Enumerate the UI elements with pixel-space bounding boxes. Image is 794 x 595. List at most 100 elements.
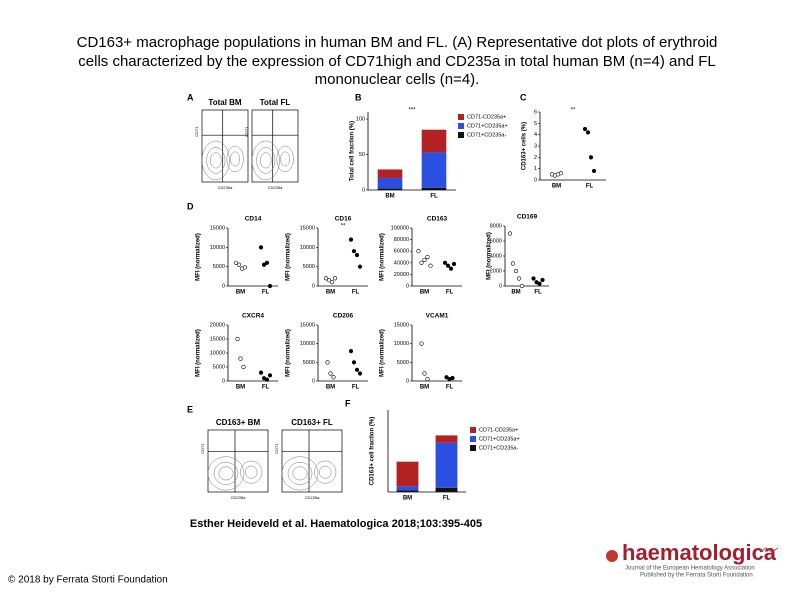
y-axis-label: MFI (normalized) xyxy=(196,329,202,377)
y-tick-label: 10000 xyxy=(210,245,225,251)
y-tick-label: 15000 xyxy=(300,322,315,328)
bar-segment xyxy=(421,152,447,188)
x-tick-label: FL xyxy=(352,385,360,391)
x-axis-label: CD235a xyxy=(305,495,320,500)
y-axis-label: MFI (normalized) xyxy=(380,329,386,377)
y-tick-label: 10000 xyxy=(300,341,315,347)
flow-title: CD163+ BM xyxy=(216,418,261,427)
contour xyxy=(244,465,258,479)
chart-title: CD16 xyxy=(335,216,352,223)
chart-title: VCAM1 xyxy=(426,313,449,320)
y-tick-label: 15000 xyxy=(394,322,409,328)
data-point xyxy=(425,377,430,382)
legend-swatch xyxy=(470,427,476,433)
contour xyxy=(240,460,263,484)
contour xyxy=(318,465,332,479)
flow-plot xyxy=(281,429,343,493)
data-point xyxy=(540,277,545,283)
y-tick-label: 5 xyxy=(534,121,537,127)
y-tick-label: 0 xyxy=(222,378,225,384)
y-tick-label: 8000 xyxy=(490,223,502,229)
legend-swatch xyxy=(470,445,476,451)
copyright: © 2018 by Ferrata Storti Foundation xyxy=(8,575,168,586)
legend-swatch xyxy=(470,436,476,442)
x-tick-label: FL xyxy=(352,290,360,296)
logo-mark xyxy=(759,547,779,553)
data-point xyxy=(448,266,454,271)
contour xyxy=(213,461,239,485)
legend-swatch xyxy=(458,114,464,120)
legend-swatch xyxy=(458,123,464,129)
legend-label: CD71+CD235a- xyxy=(467,132,506,138)
x-tick-label: BM xyxy=(326,385,335,391)
y-axis-label: CD71 xyxy=(194,126,199,137)
data-point xyxy=(264,260,270,265)
bar-segment xyxy=(435,435,458,443)
data-point xyxy=(422,257,427,263)
x-tick-label: BM xyxy=(236,385,245,391)
data-point xyxy=(357,264,363,269)
data-point xyxy=(354,252,360,258)
contour xyxy=(226,145,244,173)
logo-name: haematologica xyxy=(622,540,777,565)
data-point xyxy=(267,283,273,289)
bar-segment xyxy=(377,177,403,189)
legend-label: CD71-CD235a+ xyxy=(467,114,506,120)
data-point xyxy=(442,260,448,265)
legend-swatch xyxy=(458,132,464,138)
y-tick-label: 15000 xyxy=(210,336,225,342)
data-point xyxy=(516,276,522,281)
data-point xyxy=(264,377,270,382)
y-tick-label: 5000 xyxy=(303,264,315,270)
y-tick-label: 15000 xyxy=(210,225,225,231)
y-axis-label: MFI (normalized) xyxy=(196,233,202,281)
y-axis-label: Total cell fraction (%) xyxy=(350,121,356,181)
y-tick-label: 10000 xyxy=(300,245,315,251)
contour xyxy=(218,466,234,481)
bar-segment xyxy=(377,169,403,178)
flow-plot xyxy=(201,109,249,183)
contour xyxy=(230,151,240,167)
data-point xyxy=(326,278,332,283)
y-axis-label: MFI (normalized) xyxy=(286,329,292,377)
y-tick-label: 0 xyxy=(406,378,409,384)
y-tick-label: 6 xyxy=(534,109,537,115)
data-point xyxy=(582,126,588,132)
legend-label: CD71+CD235a+ xyxy=(467,123,508,129)
y-tick-label: 40000 xyxy=(394,260,409,266)
data-point xyxy=(351,249,357,254)
legend-label: CD71-CD235a+ xyxy=(479,427,518,433)
data-point xyxy=(331,375,336,380)
y-tick-label: 5000 xyxy=(303,360,315,366)
y-axis-label: MFI (normalized) xyxy=(380,233,386,281)
contour xyxy=(201,140,230,181)
x-tick-label: BM xyxy=(403,496,412,502)
x-tick-label: FL xyxy=(430,194,438,200)
y-tick-label: 2000 xyxy=(490,268,502,274)
x-axis-label: CD235a xyxy=(231,495,246,500)
data-point xyxy=(585,130,591,135)
contour xyxy=(256,147,276,174)
x-axis-label: CD235a xyxy=(268,185,283,190)
data-point xyxy=(325,360,330,365)
y-tick-label: 0 xyxy=(312,283,315,289)
y-tick-label: 10000 xyxy=(210,350,225,356)
contour xyxy=(207,456,245,491)
chart-title: CD206 xyxy=(333,313,354,320)
chart-title: CD14 xyxy=(245,216,262,223)
data-point xyxy=(242,265,248,270)
data-point xyxy=(329,280,335,285)
y-axis-label: CD71 xyxy=(274,443,279,454)
y-tick-label: 50 xyxy=(359,152,365,158)
y-tick-label: 80000 xyxy=(394,237,409,243)
legend-label: CD71+CD235a+ xyxy=(479,436,520,442)
data-point xyxy=(450,375,455,381)
panel-letter: D xyxy=(187,201,194,211)
y-tick-label: 5000 xyxy=(397,360,409,366)
data-point xyxy=(558,171,564,176)
flow-plot xyxy=(251,109,299,183)
y-tick-label: 100000 xyxy=(391,225,409,231)
panel-letter: F xyxy=(345,398,351,408)
data-point xyxy=(261,262,267,267)
